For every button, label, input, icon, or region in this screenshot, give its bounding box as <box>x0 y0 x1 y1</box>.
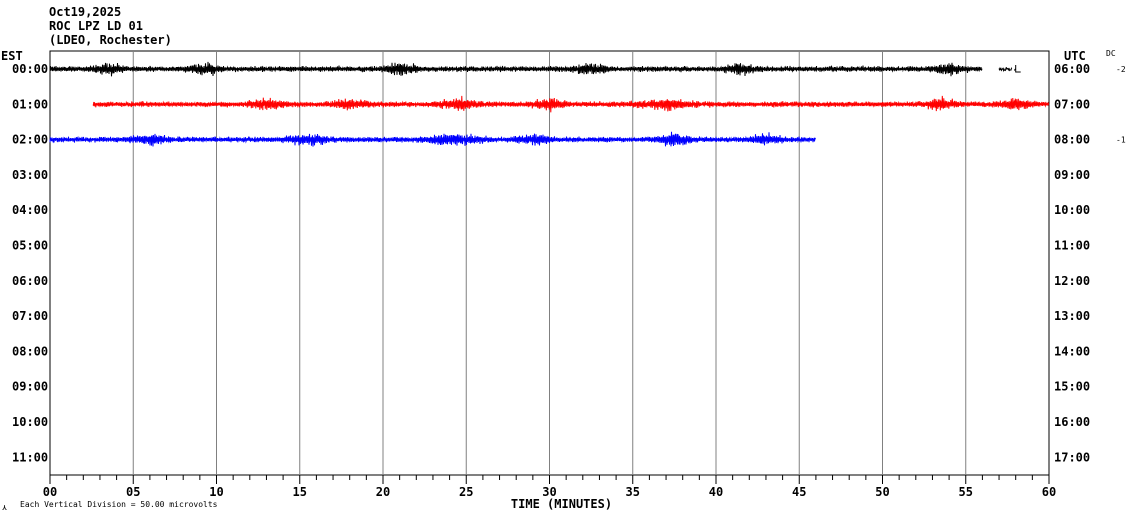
x-tick-label: 45 <box>792 485 806 499</box>
date-label: Oct19,2025 <box>49 5 122 19</box>
left-hour-label: 08:00 <box>12 344 48 358</box>
x-tick-label: 30 <box>542 485 556 499</box>
left-hour-label: 06:00 <box>12 274 48 288</box>
right-hour-label: 09:00 <box>1054 168 1090 182</box>
x-tick-label: 35 <box>626 485 640 499</box>
left-hour-label: 03:00 <box>12 168 48 182</box>
trace-row-0-end-mark <box>1015 65 1021 73</box>
trace-row-1 <box>92 95 1050 113</box>
dc-label: DC <box>1106 49 1116 58</box>
x-tick-label: 20 <box>376 485 390 499</box>
left-hour-label: 05:00 <box>12 239 48 253</box>
left-hour-label: 11:00 <box>12 450 48 464</box>
x-axis-label: TIME (MINUTES) <box>511 497 612 511</box>
left-hour-label: 10:00 <box>12 415 48 429</box>
right-hour-label: 08:00 <box>1054 133 1090 147</box>
right-hour-label: 14:00 <box>1054 344 1090 358</box>
dc-offset-row-0: -2 <box>1116 65 1126 74</box>
right-hour-label: 11:00 <box>1054 239 1090 253</box>
x-tick-label: 40 <box>709 485 723 499</box>
x-tick-label: 60 <box>1042 485 1056 499</box>
scale-note: Each Vertical Division = 50.00 microvolt… <box>20 500 218 509</box>
dc-offset-row-2: -1 <box>1116 136 1126 145</box>
x-tick-label: 05 <box>126 485 140 499</box>
x-tick-label: 50 <box>875 485 889 499</box>
trace-row-0 <box>49 61 983 77</box>
right-hour-label: 12:00 <box>1054 274 1090 288</box>
x-tick-label: 00 <box>43 485 57 499</box>
x-tick-label: 15 <box>293 485 307 499</box>
right-hour-label: 16:00 <box>1054 415 1090 429</box>
left-hour-label: 04:00 <box>12 203 48 217</box>
station-label: ROC LPZ LD 01 <box>49 19 143 33</box>
right-timezone-label: UTC <box>1064 49 1086 63</box>
trace-row-0-fragment <box>998 66 1013 73</box>
right-hour-label: 06:00 <box>1054 62 1090 76</box>
left-hour-label: 02:00 <box>12 133 48 147</box>
right-hour-label: 17:00 <box>1054 450 1090 464</box>
left-timezone-label: EST <box>1 49 23 63</box>
right-hour-label: 07:00 <box>1054 97 1090 111</box>
right-hour-label: 15:00 <box>1054 380 1090 394</box>
trace-row-2 <box>49 131 816 147</box>
corner-mark: ⋏ <box>2 503 7 512</box>
left-hour-label: 07:00 <box>12 309 48 323</box>
network-label: (LDEO, Rochester) <box>49 33 172 47</box>
right-hour-label: 10:00 <box>1054 203 1090 217</box>
x-tick-label: 25 <box>459 485 473 499</box>
left-hour-label: 09:00 <box>12 380 48 394</box>
x-tick-label: 10 <box>209 485 223 499</box>
left-hour-label: 00:00 <box>12 62 48 76</box>
left-hour-label: 01:00 <box>12 97 48 111</box>
right-hour-label: 13:00 <box>1054 309 1090 323</box>
x-tick-label: 55 <box>959 485 973 499</box>
